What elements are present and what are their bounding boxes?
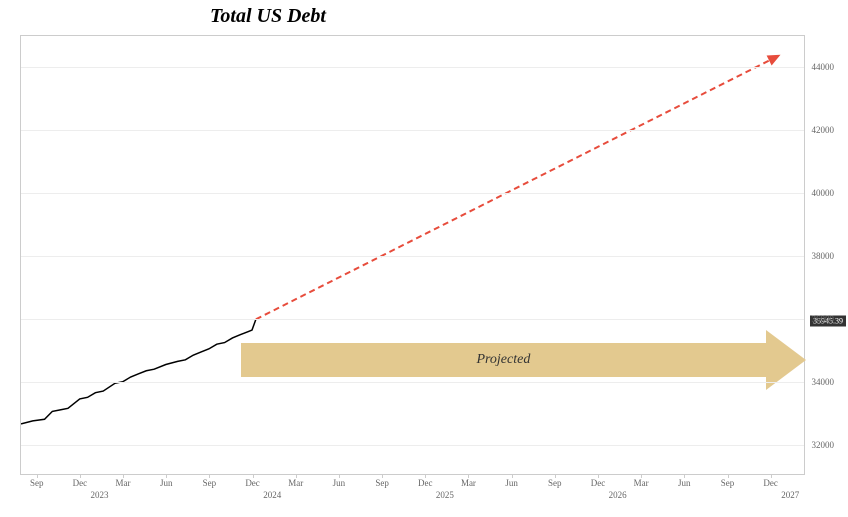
projected-arrow-label: Projected [476, 352, 530, 368]
chart-title: Total US Debt [210, 5, 326, 28]
x-tick-label: Sep [548, 478, 562, 488]
x-tick-label: Sep [375, 478, 389, 488]
x-tick-label: Jun [160, 478, 173, 488]
x-tick-label: Dec [763, 478, 778, 488]
x-year-label: 2027 [781, 490, 799, 500]
projected-line-arrowhead [767, 55, 781, 66]
y-tick-label: 34000 [812, 377, 835, 387]
projected-arrow-head [766, 330, 806, 390]
y-tick-label: 40000 [812, 188, 835, 198]
x-year-label: 2023 [91, 490, 109, 500]
plot-area: Projected 35945.39 320003400036000380004… [20, 35, 805, 475]
x-tick-label: Dec [73, 478, 88, 488]
x-tick-label: Mar [461, 478, 476, 488]
y-tick-label: 32000 [812, 440, 835, 450]
x-tick-label: Jun [333, 478, 346, 488]
x-year-label: 2025 [436, 490, 454, 500]
x-tick-label: Sep [203, 478, 217, 488]
gridline [21, 319, 804, 320]
actual-line-group [21, 319, 256, 424]
chart-container: Total US Debt Projected 35945.39 3200034… [10, 5, 838, 505]
x-tick-label: Sep [30, 478, 44, 488]
gridline [21, 67, 804, 68]
y-tick-label: 42000 [812, 125, 835, 135]
y-tick-label: 36000 [812, 314, 835, 324]
projected-line [256, 55, 781, 319]
x-tick-label: Dec [418, 478, 433, 488]
gridline [21, 382, 804, 383]
x-tick-label: Jun [505, 478, 518, 488]
x-tick-label: Jun [678, 478, 691, 488]
x-tick-label: Dec [591, 478, 606, 488]
x-tick-label: Mar [634, 478, 649, 488]
y-tick-label: 44000 [812, 62, 835, 72]
projected-line-group [256, 55, 781, 320]
x-tick-label: Mar [116, 478, 131, 488]
x-year-label: 2024 [263, 490, 281, 500]
gridline [21, 445, 804, 446]
x-year-label: 2026 [609, 490, 627, 500]
actual-line [21, 319, 256, 424]
gridline [21, 256, 804, 257]
gridline [21, 130, 804, 131]
x-tick-label: Sep [721, 478, 735, 488]
y-tick-label: 38000 [812, 251, 835, 261]
chart-svg [21, 36, 804, 474]
x-tick-label: Dec [245, 478, 260, 488]
x-tick-label: Mar [288, 478, 303, 488]
gridline [21, 193, 804, 194]
